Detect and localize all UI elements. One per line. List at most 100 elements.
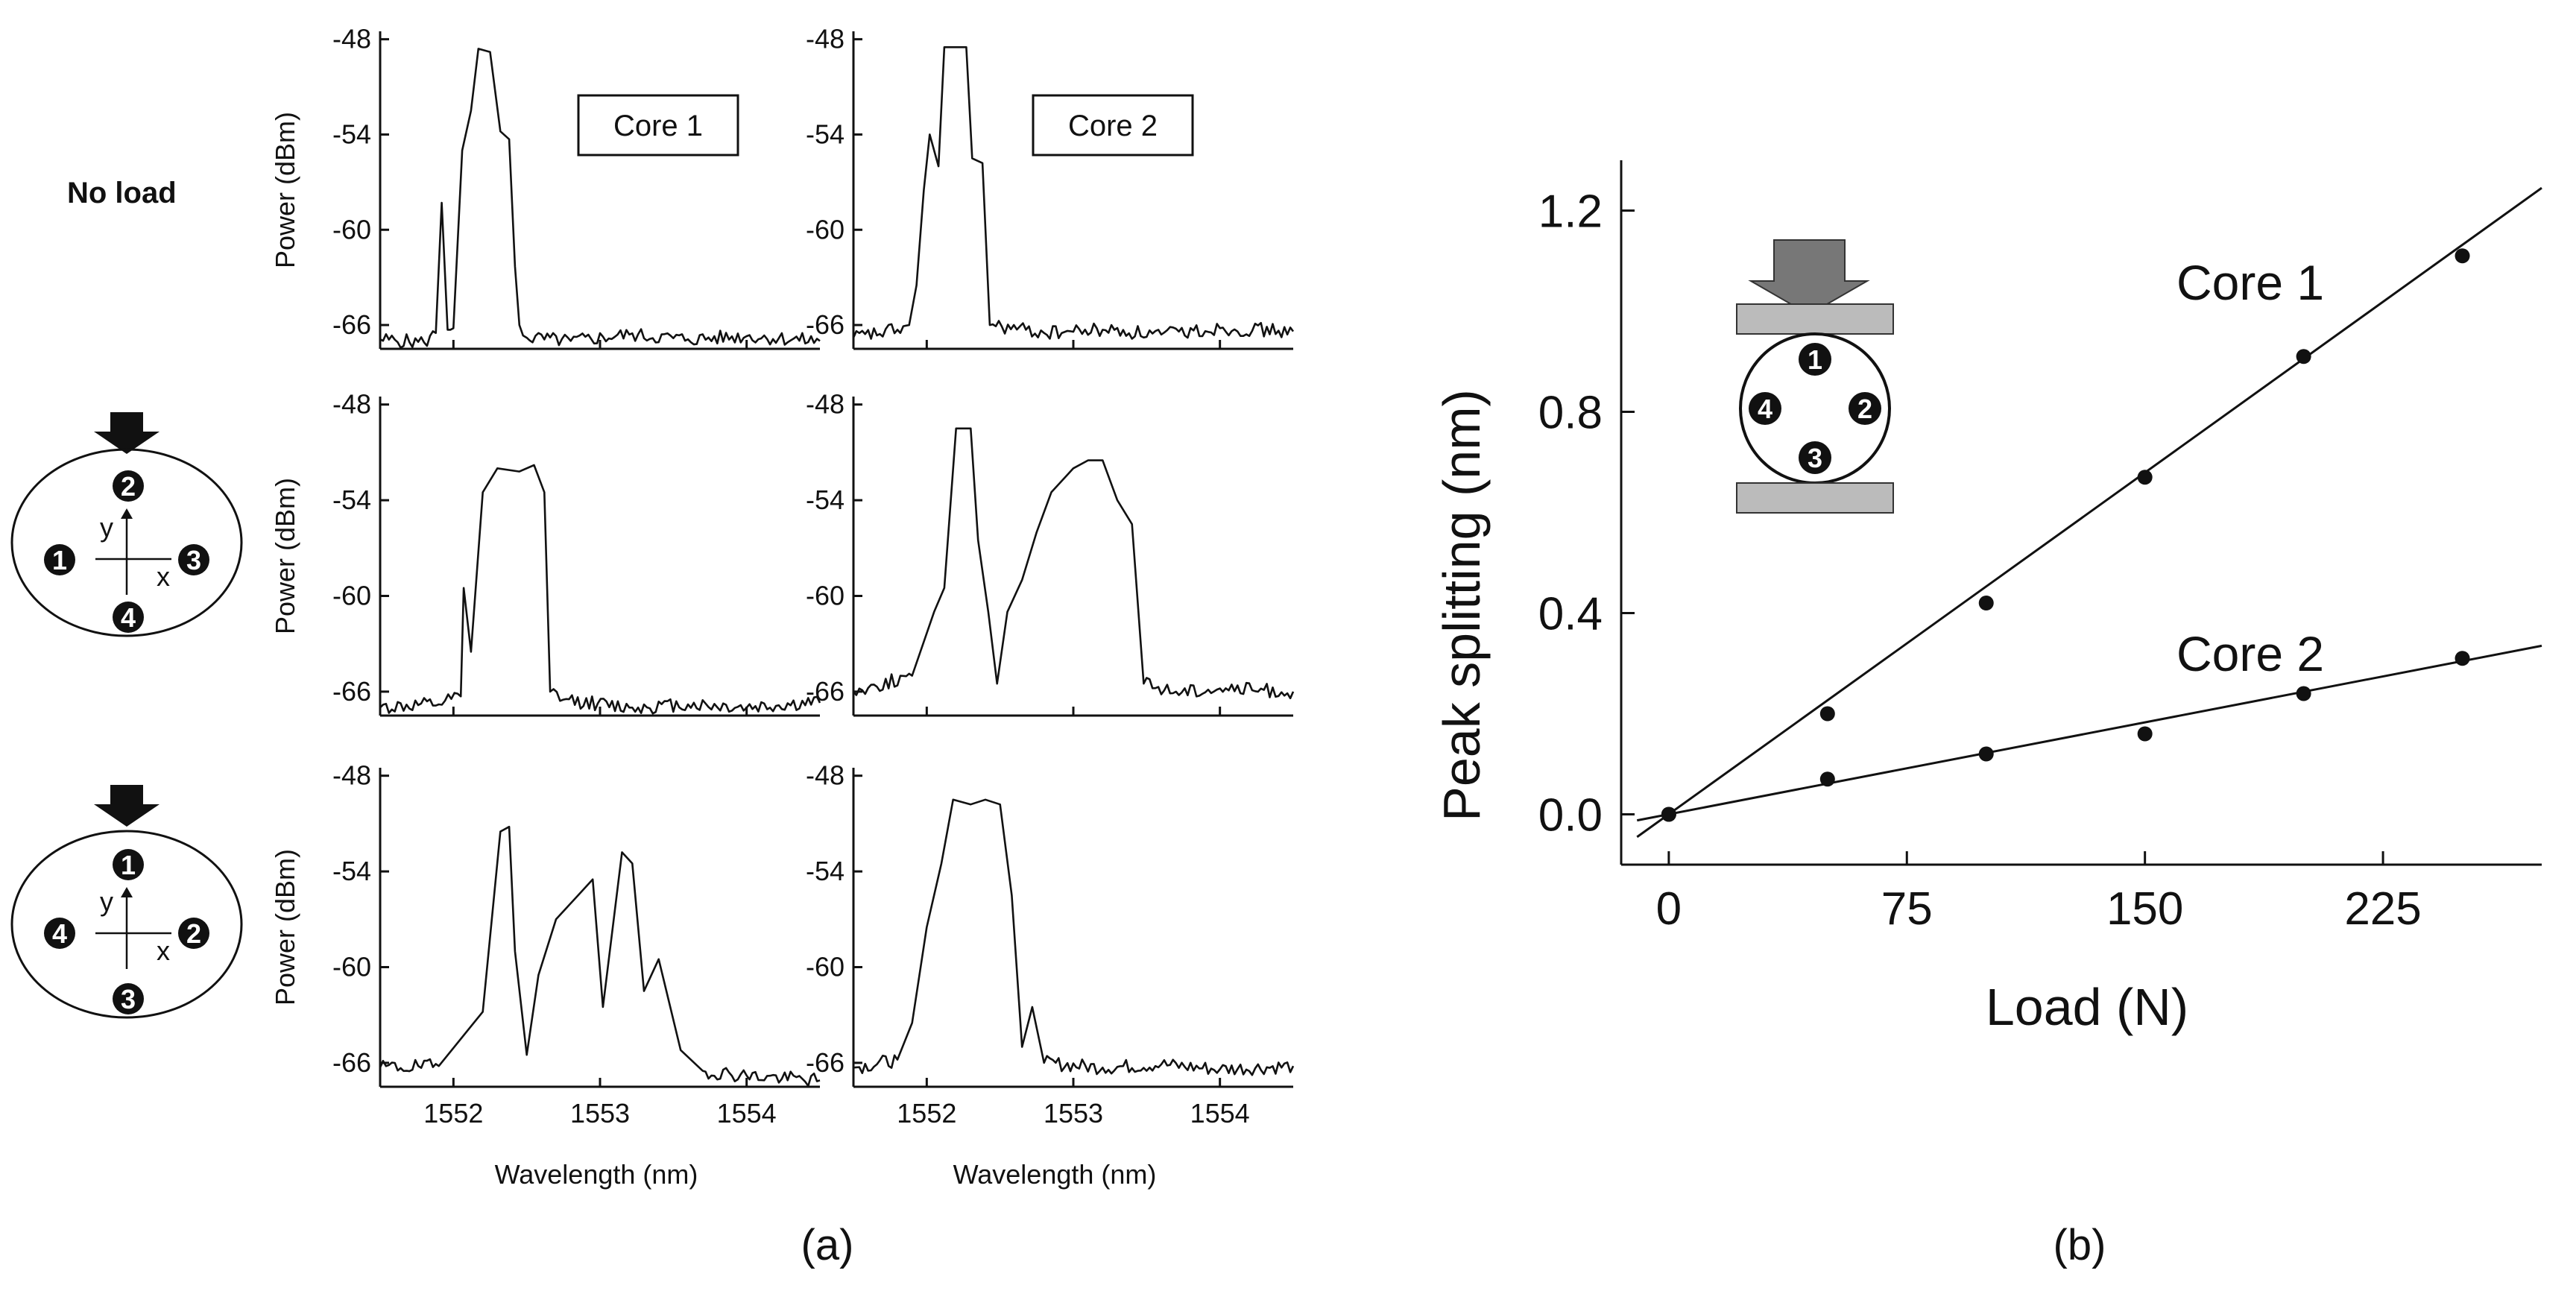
core-marker (113, 849, 144, 880)
y-tick-label: -54 (332, 856, 371, 886)
y-tick-label: -66 (332, 676, 371, 707)
b-y-tick-label: 0.4 (1538, 589, 1603, 640)
core2-label-box (1032, 94, 1194, 157)
core-marker (113, 602, 144, 633)
y-tick-label: -48 (806, 24, 845, 54)
core-number: 1 (52, 545, 67, 575)
b-x-tick-label: 0 (1656, 883, 1682, 935)
core-marker (1849, 392, 1881, 425)
spectrum-trace (379, 464, 821, 715)
y-tick-label: -48 (332, 24, 371, 54)
core-number: 3 (186, 545, 201, 575)
core-number: 4 (1758, 394, 1772, 424)
y-tick-label: -60 (806, 581, 845, 611)
data-point (2296, 349, 2311, 364)
spectrum-trace (379, 825, 821, 1088)
core-marker (1799, 343, 1831, 376)
core-number: 1 (121, 850, 136, 880)
data-point (2296, 686, 2311, 701)
b-x-tick-label: 75 (1881, 883, 1933, 935)
b-x-tick-label: 225 (2344, 883, 2421, 935)
y-tick-label: -60 (332, 952, 371, 982)
ylabel-power: Power (dBm) (270, 112, 300, 268)
ylabel-power: Power (dBm) (270, 849, 300, 1006)
core-marker (178, 544, 209, 575)
core-number: 1 (1808, 344, 1822, 375)
spectrum-trace (853, 798, 1295, 1076)
spectrum-trace (379, 48, 821, 349)
data-point (1661, 807, 1676, 822)
fiber-diagram-load-core2: y x 2 3 4 1 (10, 412, 243, 637)
data-point (2455, 651, 2470, 666)
data-point (2455, 248, 2470, 264)
load-arrow-icon (1748, 239, 1870, 316)
core-marker (113, 470, 144, 502)
core-marker (113, 983, 144, 1014)
data-point (1819, 771, 1835, 787)
y-tick-label: -60 (332, 581, 371, 611)
axis-x-label: x (157, 935, 170, 966)
axis-y-label: y (100, 886, 113, 917)
panel-b: 0.0 0.4 0.8 1.2 0 75 150 225 Peak splitting (nm… (1433, 160, 2542, 1269)
data-point (2137, 726, 2153, 742)
y-tick-label: -54 (806, 856, 845, 886)
core1-label: Core 1 (613, 110, 703, 142)
data-point (1819, 706, 1835, 722)
y-tick-label: -54 (332, 119, 371, 149)
load-arrow-icon (94, 412, 160, 454)
y-tick-label: -66 (806, 1047, 845, 1078)
ylabel-power: Power (dBm) (270, 478, 300, 634)
x-tick-label: 1553 (1044, 1098, 1103, 1129)
data-point (1978, 596, 1994, 610)
xlabel-core1: Wavelength (nm) (495, 1159, 698, 1190)
core-marker (178, 918, 209, 949)
core2-label: Core 2 (1068, 110, 1158, 142)
data-point (2137, 470, 2153, 485)
core-number: 3 (121, 984, 136, 1014)
fit-line-1 (1636, 186, 2542, 839)
y-tick-label: -48 (332, 389, 371, 420)
y-tick-label: -66 (806, 309, 845, 340)
core-number: 2 (1857, 394, 1872, 424)
series-label-core2: Core 2 (2176, 626, 2324, 681)
fiber-cross-section (10, 830, 243, 1019)
xlabel-core2: Wavelength (nm) (953, 1159, 1157, 1190)
load-plate-top (1736, 303, 1894, 335)
y-tick-label: -60 (806, 952, 845, 982)
axis-y-label: y (100, 512, 113, 543)
b-y-tick-label: 0.8 (1538, 388, 1603, 439)
x-tick-label: 1554 (717, 1098, 777, 1129)
scatter-peak-splitting: 0.0 0.4 0.8 1.2 0 75 150 225 (1538, 160, 2542, 935)
core1-label-box (577, 94, 739, 157)
b-x-tick-label: 150 (2106, 883, 2183, 935)
y-tick-label: -66 (806, 676, 845, 707)
core-marker (44, 544, 75, 575)
core-marker (1799, 441, 1831, 474)
y-tick-label: -60 (332, 214, 371, 244)
series-label-core1: Core 1 (2176, 255, 2324, 310)
load-arrow-icon (94, 785, 160, 827)
x-tick-label: 1552 (423, 1098, 483, 1129)
y-tick-label: -48 (806, 760, 845, 791)
spectrum-trace (853, 427, 1295, 700)
y-tick-label: -66 (332, 1047, 371, 1078)
inset-diagram: 1 2 3 4 (1736, 239, 1894, 514)
core-number: 4 (121, 602, 136, 633)
fiber-diagram-load-core1: y x 1 2 3 4 (10, 785, 243, 1019)
axis-x-label: x (157, 561, 170, 592)
y-tick-label: -48 (806, 389, 845, 420)
load-plate-bottom (1736, 482, 1894, 514)
panel-label-b: (b) (2053, 1221, 2106, 1269)
b-y-tick-label: 0.0 (1538, 790, 1603, 842)
y-tick-label: -54 (332, 484, 371, 515)
y-tick-label: -54 (806, 484, 845, 515)
arrow-head-icon (121, 508, 133, 519)
x-tick-label: 1554 (1190, 1098, 1250, 1129)
core-number: 2 (186, 918, 201, 949)
b-xlabel: Load (N) (1986, 978, 2188, 1036)
fit-line-2 (1637, 644, 2542, 822)
core-number: 4 (52, 918, 67, 949)
core-marker (1749, 392, 1781, 425)
y-tick-label: -60 (806, 214, 845, 244)
